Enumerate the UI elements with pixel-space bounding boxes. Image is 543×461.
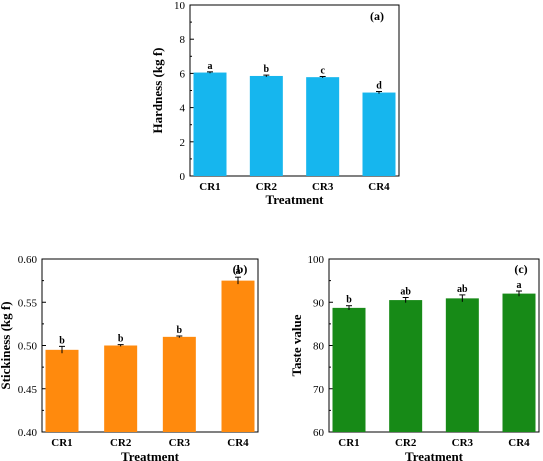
panel-label: (b) [233,262,248,276]
x-tick-label: CR4 [368,181,390,193]
bar [362,92,396,176]
x-tick-label: CR1 [51,437,72,449]
panel-b-stickiness: (b) Treatment Stickiness (kg f) 0.40 0.45… [0,254,259,461]
significance-label: b [264,64,270,75]
significance-label: b [177,325,183,336]
x-tick-label: CR4 [227,437,249,449]
y-tick-label: 8 [180,34,186,46]
bars: b ab ab a [332,280,536,432]
y-tick-label: 2 [180,137,186,149]
y-tick-label: 4 [180,103,186,115]
y-tick-label: 60 [313,427,325,439]
y-tick-label: 0.50 [18,341,38,353]
bars: a b c d [193,61,396,176]
x-tick-label: CR3 [312,181,334,193]
panel-label: (c) [514,262,527,276]
bar [249,75,283,176]
x-categories: CR1 CR2 CR3 CR4 [199,172,390,193]
significance-label: ab [400,286,411,297]
bar [221,280,255,432]
panel-a-hardness: (a) Treatment Hardness (kg f) 0 2 4 6 8 10 CR… [150,0,400,207]
y-tick-label: 0.40 [18,427,38,439]
x-tick-label: CR2 [395,437,417,449]
significance-label: ab [457,284,468,295]
x-tick-label: CR3 [169,437,191,449]
bar [389,300,423,432]
y-axis-title: Taste value [289,314,304,376]
bar [306,77,340,176]
y-tick-label: 0.45 [18,384,38,396]
y-tick-label: 70 [313,384,325,396]
y-tick-label: 80 [313,341,325,353]
significance-label: c [320,65,325,76]
significance-label: b [346,295,352,306]
panel-label: (a) [370,9,384,23]
x-categories: CR1 CR2 CR3 CR4 [338,428,530,449]
y-tick-label: 6 [180,68,186,80]
significance-label: b [118,334,124,345]
y-tick-label: 10 [174,0,186,12]
bar [104,345,138,432]
x-tick-label: CR3 [452,437,474,449]
y-tick-label: 0.55 [18,297,38,309]
y-axis-title: Stickiness (kg f) [0,301,13,389]
x-tick-label: CR2 [256,181,278,193]
x-tick-label: CR2 [110,437,132,449]
bar [45,349,79,432]
bar [162,336,196,432]
bars: b b b a [45,266,255,432]
panel-c-taste-value: (c) Treatment Taste value 60 70 80 90 100 CR… [289,254,540,461]
significance-label: b [59,335,65,346]
y-ticks: 60 70 80 90 100 [308,254,333,439]
y-tick-label: 90 [313,297,325,309]
y-tick-label: 0 [180,171,186,183]
significance-label: d [376,81,382,92]
x-axis-title: Treatment [121,449,180,461]
significance-label: a [208,61,213,72]
significance-label: a [517,280,522,291]
x-tick-label: CR1 [199,181,220,193]
y-tick-label: 100 [308,254,325,266]
bar [445,298,479,432]
y-ticks: 0.40 0.45 0.50 0.55 0.60 [18,254,46,439]
x-axis-title: Treatment [405,449,464,461]
y-tick-label: 0.60 [18,254,38,266]
bar [502,293,536,432]
bar [332,307,366,432]
x-tick-label: CR1 [338,437,359,449]
x-axis-title: Treatment [266,192,325,207]
x-categories: CR1 CR2 CR3 CR4 [51,428,249,449]
y-axis-title: Hardness (kg f) [150,48,165,134]
y-ticks: 0 2 4 6 8 10 [174,0,194,183]
significance-label: a [236,266,241,277]
bar [193,72,227,176]
x-tick-label: CR4 [508,437,530,449]
